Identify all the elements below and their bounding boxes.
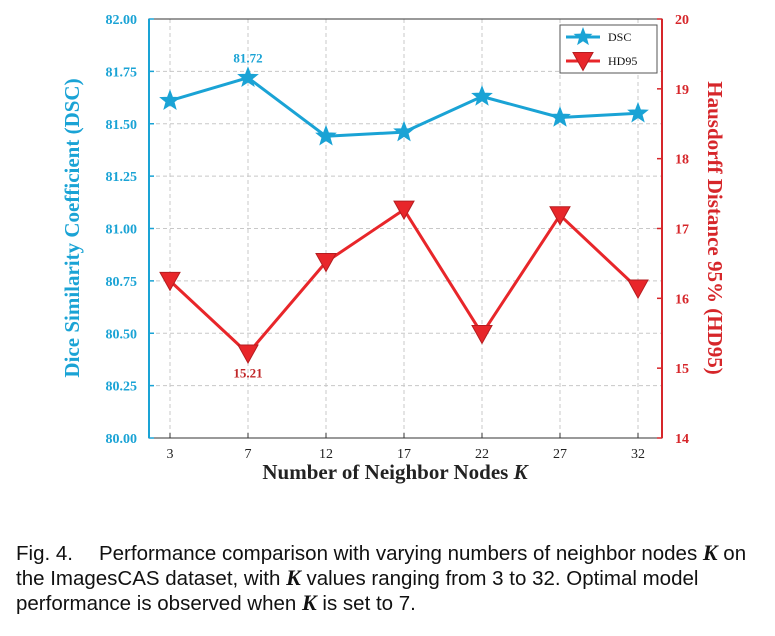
x-tick-label: 12 [319,447,333,462]
caption-var-2: K [286,565,301,590]
x-tick-label: 32 [631,447,645,462]
x-tick-label: 3 [167,447,174,462]
caption-var-3: K [302,590,317,615]
y-left-tick-label: 81.25 [106,170,138,185]
y-left-tick-label: 81.50 [106,118,138,133]
data-point-hd95 [627,279,649,300]
data-point-hd95 [549,206,571,226]
x-tick-label: 22 [475,447,489,462]
legend-box [559,24,658,74]
data-label-dsc: 81.72 [233,51,262,66]
y-left-tick-label: 80.50 [106,327,138,342]
data-point-hd95 [159,271,181,292]
chart: 3 7 12 17 22 27 32 80.00 80.25 80.50 80.75 81.00 81.… [60,13,727,484]
y-left-tick-label: 82.00 [106,13,138,28]
y-left-tick-label: 80.75 [106,275,138,290]
x-axis-label: Number of Neighbor Nodes K [262,460,529,484]
figure-caption: Fig. 4. Performance comparison with varyi… [16,541,768,616]
y-axis-left-label: Dice Similarity Coefficient (DSC) [60,78,84,377]
y-left-tick-label: 81.00 [106,223,138,238]
x-tick-label: 7 [245,447,252,462]
legend-label-dsc: DSC [608,30,631,44]
caption-var-1: K [702,540,718,565]
grid [149,18,662,439]
y-left-tick-label: 80.00 [106,432,138,447]
y-right-tick-label: 18 [675,153,689,168]
x-tick-label: 17 [397,447,411,462]
data-point-hd95 [315,253,337,273]
legend-marker-hd95 [572,52,594,72]
caption-part-4: is set to 7. [322,592,416,615]
caption-part-2: on the ImagesCAS dataset, with [16,542,747,590]
legend: DSC HD95 [559,24,658,74]
data-point-dsc [627,101,649,123]
data-point-hd95 [471,324,493,345]
annotations: 81.72 15.21 [233,51,262,381]
data-point-dsc [315,124,337,146]
y-right-tick-label: 16 [675,292,689,307]
y-right-tick-label: 19 [675,83,689,98]
y-left-tick-label: 81.75 [106,65,138,80]
y-left-tick-label: 80.25 [106,380,138,395]
data-point-dsc [237,66,259,87]
data-point-hd95 [393,200,415,221]
caption-part-3: values ranging from 3 to 32. Optimal mod… [16,567,699,615]
figure-number: Fig. 4. [16,542,73,565]
y-right-tick-label: 14 [675,432,689,447]
series [159,66,649,365]
data-point-dsc [159,89,181,110]
y-right-tick-label: 17 [675,223,689,238]
y-axis-right-label: Hausdorff Distance 95% (HD95) [703,81,727,374]
data-point-dsc [471,85,493,106]
axes: 3 7 12 17 22 27 32 80.00 80.25 80.50 80.75 81.00 81.… [106,13,690,462]
y-right-tick-label: 20 [675,13,689,28]
y-right-tick-label: 15 [675,362,689,377]
x-tick-label: 27 [553,447,567,462]
data-point-dsc [549,106,571,127]
data-label-hd95: 15.21 [233,366,262,381]
legend-label-hd95: HD95 [608,54,637,68]
legend-marker-dsc [573,27,593,46]
data-point-hd95 [237,344,259,365]
data-point-dsc [393,120,415,142]
caption-part-1: Performance comparison with varying numb… [98,542,698,565]
